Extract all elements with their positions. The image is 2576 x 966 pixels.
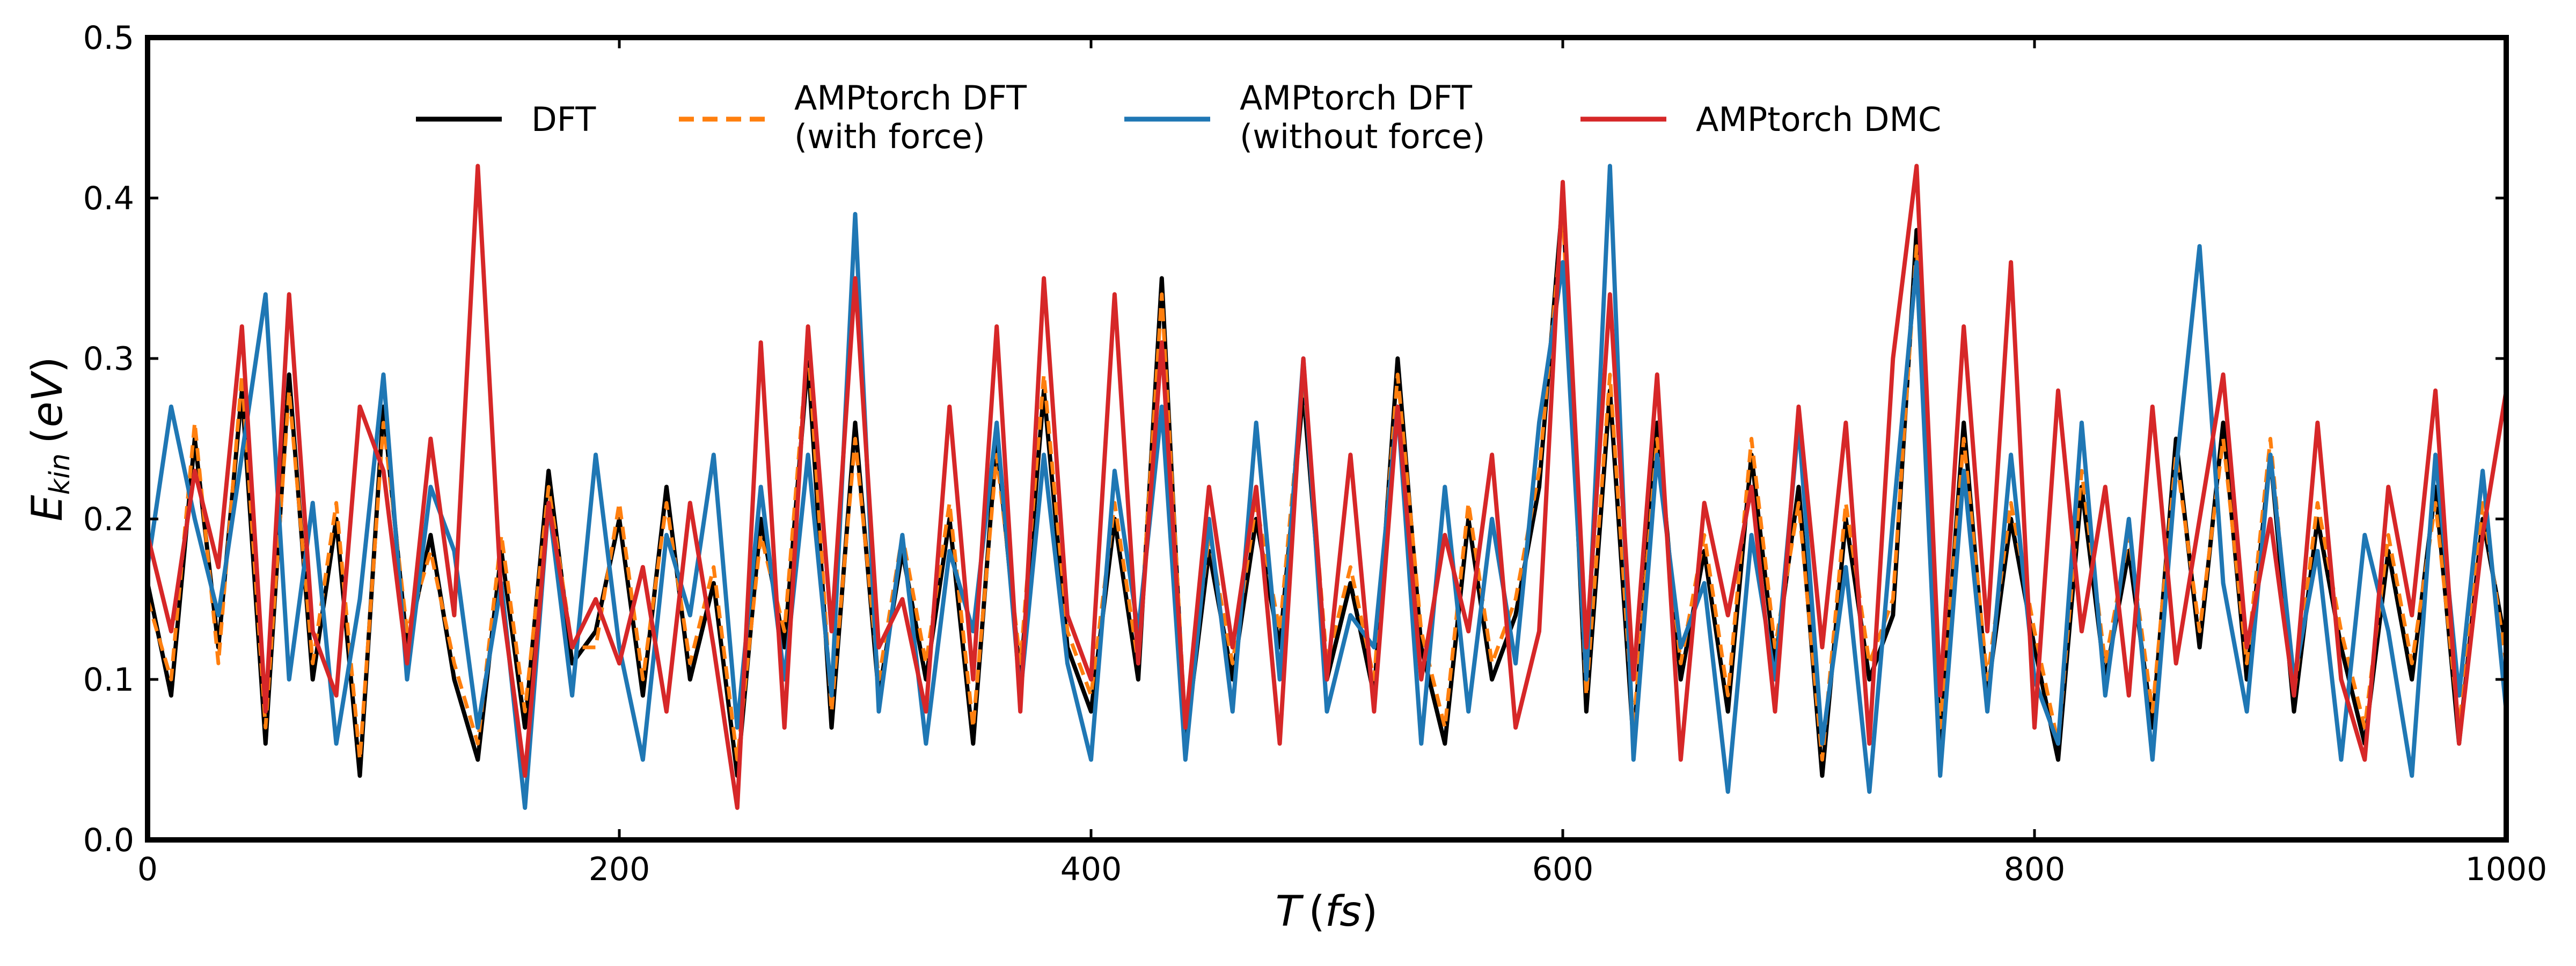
x-tick-label: 0	[137, 851, 158, 888]
y-tick-label: 0.0	[83, 822, 134, 859]
legend-label: AMPtorch DFT (without force)	[1240, 78, 1485, 156]
x-tick-label: 200	[589, 851, 650, 888]
x-tick-label: 600	[1532, 851, 1594, 888]
x-axis-title: T (fs)	[1276, 888, 1378, 936]
legend-label: AMPtorch DMC	[1696, 100, 1941, 139]
series-line-3	[145, 164, 2508, 810]
x-tick-label: 800	[2004, 851, 2066, 888]
y-tick-label: 0.1	[83, 661, 134, 699]
x-tick-label: 1000	[2465, 851, 2548, 888]
legend-label: AMPtorch DFT (with force)	[794, 78, 1027, 156]
y-tick-label: 0.3	[83, 340, 134, 378]
plot-frame	[145, 35, 2509, 843]
y-tick-label: 0.2	[83, 501, 134, 538]
tick-layer: 0 200 400 600 800 1000 0.0 0.1 0.2 0.3 0.4 0.5	[83, 19, 2548, 888]
y-tick-label: 0.4	[83, 180, 134, 217]
legend-label: DFT	[531, 100, 596, 139]
y-tick-label: 0.5	[83, 19, 134, 57]
x-tick-label: 400	[1060, 851, 1122, 888]
series-layer	[145, 164, 2508, 810]
legend: DFT AMPtorch DFT (with force) AMPtorch DFT(…	[416, 78, 1941, 156]
y-axis-title: Ekin(eV)	[24, 356, 76, 521]
